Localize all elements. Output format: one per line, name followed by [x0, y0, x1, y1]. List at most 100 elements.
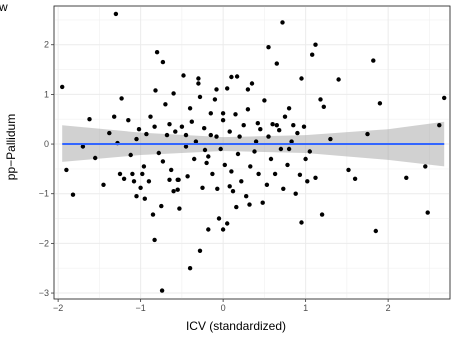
- data-point: [253, 139, 259, 144]
- major-gridlines: [54, 6, 450, 299]
- data-point: [244, 194, 249, 199]
- x-tick-label: 2: [386, 303, 391, 313]
- data-point: [227, 184, 232, 189]
- data-point: [187, 106, 193, 111]
- data-point: [285, 162, 290, 168]
- panel-background: [53, 5, 451, 300]
- y-tick-label: 0: [44, 139, 49, 149]
- data-point: [291, 123, 296, 128]
- data-point: [159, 203, 164, 209]
- data-point: [197, 94, 203, 100]
- data-point: [210, 171, 215, 177]
- data-point: [156, 150, 161, 156]
- data-point: [70, 192, 76, 197]
- data-point: [175, 187, 180, 192]
- data-point: [126, 118, 131, 123]
- data-point: [278, 146, 284, 152]
- data-point: [220, 111, 226, 116]
- data-point: [256, 171, 261, 177]
- x-tick-label: 1: [303, 303, 308, 313]
- data-point: [295, 130, 300, 136]
- data-point: [297, 172, 303, 177]
- minor-gridlines: [54, 6, 450, 299]
- data-point: [318, 97, 323, 102]
- y-axis-ticks: −3 −2 −1 0 1 2: [39, 40, 54, 298]
- data-point: [159, 288, 165, 293]
- data-point: [301, 124, 307, 129]
- data-point: [208, 132, 213, 138]
- data-point: [154, 50, 160, 55]
- data-point: [293, 191, 298, 196]
- data-point: [373, 228, 378, 234]
- data-point: [167, 122, 172, 127]
- data-point: [404, 175, 409, 180]
- data-point: [239, 179, 244, 184]
- data-point: [152, 237, 157, 243]
- data-point: [258, 127, 263, 132]
- y-axis-title: pp−Pallidum: [4, 114, 18, 180]
- data-point: [423, 164, 428, 169]
- data-point: [313, 175, 318, 180]
- data-point: [197, 248, 203, 253]
- data-point: [185, 174, 190, 179]
- data-point: [249, 81, 255, 86]
- data-point: [189, 119, 194, 124]
- data-point: [206, 227, 211, 232]
- data-point: [167, 177, 172, 182]
- data-point: [277, 128, 282, 133]
- data-point: [196, 81, 201, 86]
- data-point: [128, 152, 133, 158]
- data-point: [274, 61, 279, 66]
- data-point: [206, 154, 211, 159]
- y-tick-label: −1: [39, 189, 49, 199]
- data-point: [328, 136, 333, 142]
- y-tick-label: −3: [39, 288, 49, 298]
- data-point: [192, 156, 197, 162]
- data-point: [303, 156, 308, 162]
- data-point: [187, 266, 193, 271]
- data-point: [160, 159, 166, 164]
- data-point: [437, 123, 442, 128]
- data-point: [229, 74, 234, 80]
- data-point: [131, 179, 137, 184]
- data-point: [305, 179, 310, 184]
- data-point: [307, 149, 312, 154]
- data-point: [202, 147, 208, 153]
- x-tick-label: −1: [135, 303, 145, 313]
- corner-label: w: [0, 0, 8, 14]
- data-point: [313, 42, 318, 47]
- data-point: [371, 58, 376, 63]
- data-point: [220, 118, 226, 123]
- data-point: [113, 11, 119, 17]
- data-point: [183, 132, 189, 138]
- data-point: [442, 95, 447, 101]
- data-point: [163, 102, 168, 107]
- data-point: [212, 97, 218, 102]
- data-point: [153, 88, 158, 93]
- data-point: [214, 87, 219, 92]
- data-point: [282, 114, 288, 119]
- data-point: [234, 204, 239, 210]
- data-point: [310, 52, 315, 57]
- data-point: [234, 74, 240, 79]
- data-point: [299, 76, 304, 81]
- data-point: [204, 160, 209, 166]
- data-point: [196, 76, 201, 81]
- data-point: [222, 162, 227, 168]
- data-point: [150, 212, 156, 217]
- data-point: [346, 167, 351, 173]
- data-point: [179, 124, 185, 129]
- data-point: [134, 136, 139, 142]
- data-point: [130, 171, 135, 177]
- data-point: [230, 189, 236, 194]
- data-point: [169, 167, 174, 173]
- data-point: [160, 59, 166, 65]
- x-tick-label: 0: [221, 303, 226, 313]
- data-point: [245, 87, 251, 92]
- data-point: [218, 146, 223, 152]
- data-point: [299, 220, 304, 225]
- data-point: [142, 196, 147, 201]
- data-point: [140, 171, 145, 177]
- data-point: [264, 182, 270, 187]
